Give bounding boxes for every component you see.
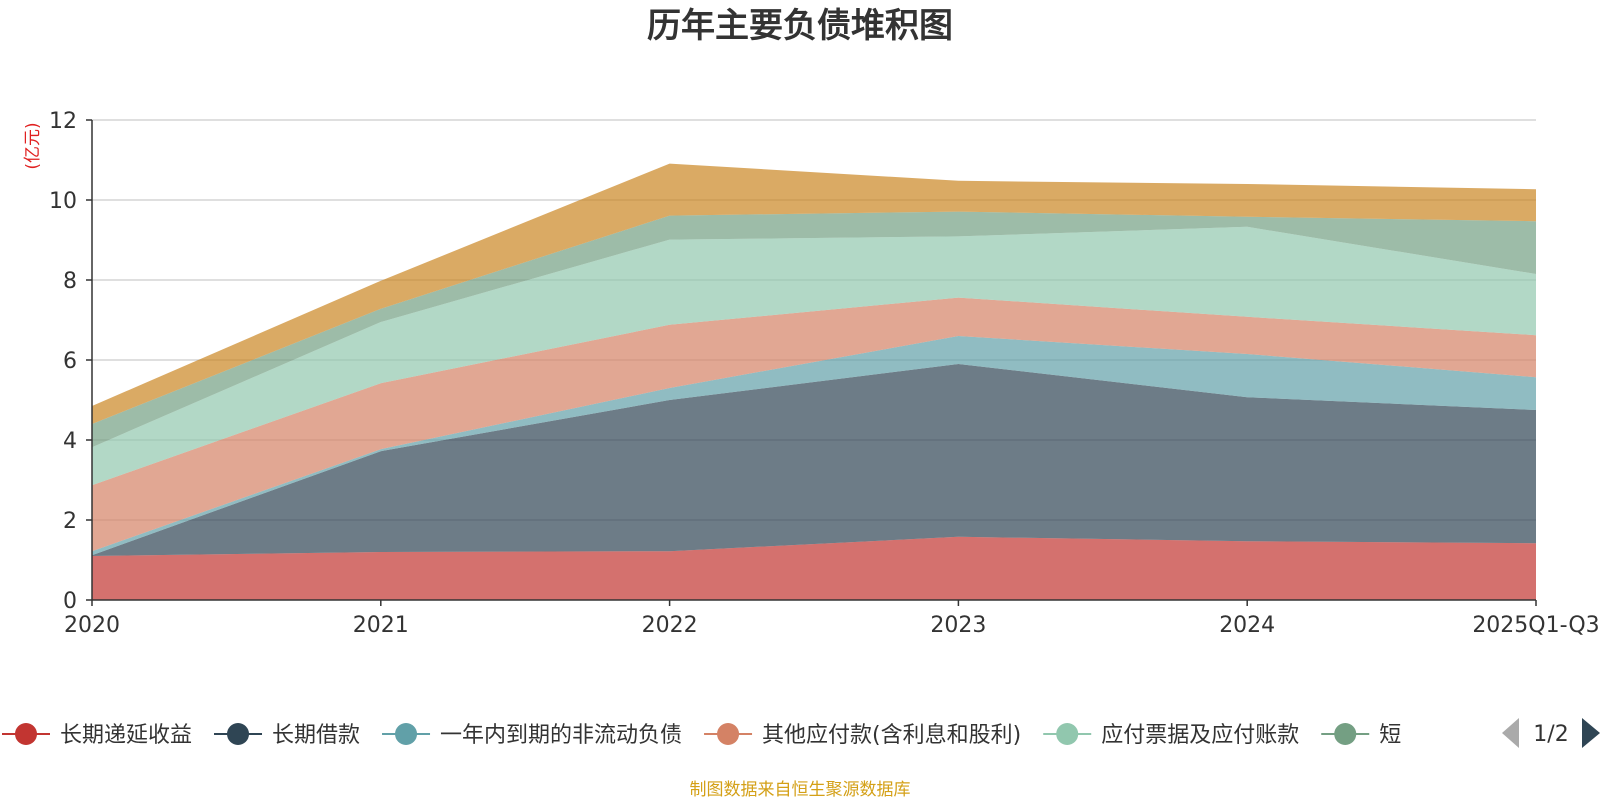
legend-pager: 1/2 — [1502, 718, 1600, 748]
legend-marker-dot — [15, 723, 37, 745]
area-series-1 — [92, 364, 1536, 556]
legend-next-page-icon[interactable] — [1582, 718, 1600, 748]
x-tick-label: 2024 — [1219, 613, 1275, 638]
x-tick-label: 2022 — [642, 613, 698, 638]
legend-item-label: 其他应付款(含利息和股利) — [762, 723, 1021, 748]
legend-row: 长期递延收益 长期借款 一年内到期的非流动负债 其他应付款(含利息和股利) 应付票据及应… — [2, 723, 1401, 748]
y-tick-label: 10 — [49, 189, 77, 214]
data-source-note: 制图数据来自恒生聚源数据库 — [690, 780, 911, 800]
x-tick-label: 2021 — [353, 613, 409, 638]
legend-prev-page-icon[interactable] — [1502, 718, 1519, 748]
chart-title: 历年主要负债堆积图 — [647, 6, 953, 46]
legend-item-label: 一年内到期的非流动负债 — [440, 723, 682, 748]
x-tick-label: 2020 — [64, 613, 120, 638]
legend-item-label: 长期借款 — [272, 723, 360, 748]
y-tick-label: 6 — [63, 349, 77, 374]
y-axis-unit-label: (亿元) — [23, 122, 43, 169]
area-series-4 — [92, 226, 1536, 486]
x-tick-label: 2025Q1-Q3 — [1472, 613, 1599, 638]
axis-layer: 2020 2021 2022 2023 2024 2025Q1-Q3 — [64, 119, 1600, 638]
legend-item-label: 应付票据及应付账款 — [1101, 723, 1299, 748]
x-tick-label: 2023 — [930, 613, 986, 638]
legend: 长期递延收益 长期借款 一年内到期的非流动负债 其他应付款(含利息和股利) 应付票据及应… — [2, 723, 1401, 748]
legend-marker-dot — [1334, 723, 1357, 745]
y-tick-label: 4 — [63, 429, 77, 454]
area-series-3 — [92, 297, 1536, 552]
area-series-5 — [92, 211, 1536, 448]
legend-marker-dot — [1056, 723, 1079, 745]
y-tick-label: 8 — [63, 269, 77, 294]
legend-marker-dot — [717, 723, 740, 745]
area-series-6 — [92, 163, 1536, 424]
legend-item-label: 短 — [1379, 723, 1401, 748]
y-tick-label: 0 — [63, 589, 77, 614]
legend-marker-dot — [395, 723, 418, 745]
legend-page-indicator: 1/2 — [1533, 722, 1568, 747]
legend-item-label: 长期递延收益 — [60, 723, 192, 748]
area-series-2 — [92, 336, 1536, 556]
y-tick-label: 2 — [63, 509, 77, 534]
area-series-0 — [92, 536, 1536, 600]
y-tick-label: 12 — [49, 109, 77, 134]
legend-marker-dot — [227, 723, 250, 745]
area-layer — [92, 163, 1536, 600]
